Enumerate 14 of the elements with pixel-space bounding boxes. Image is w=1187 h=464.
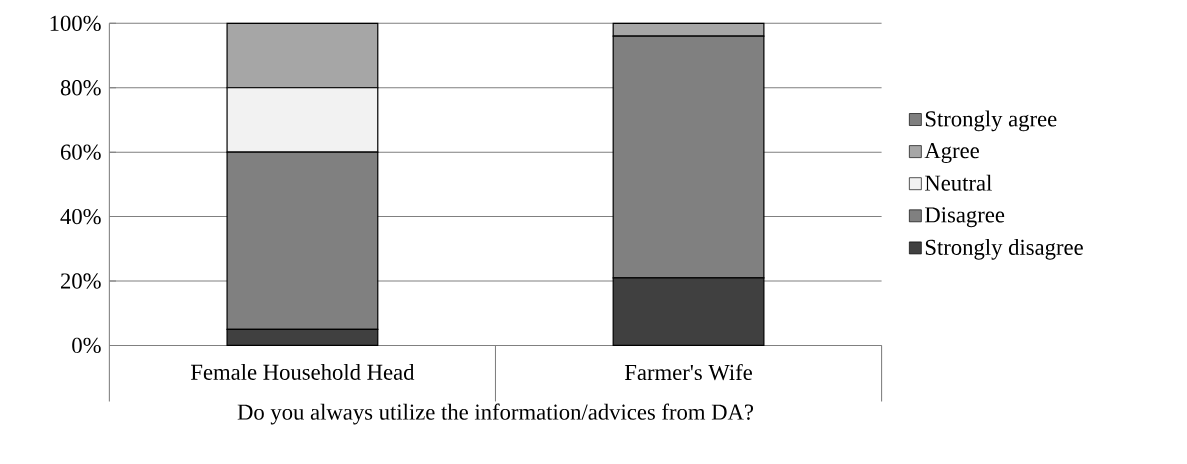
x-axis-title: Do you always utilize the information/advices from DA? <box>237 403 754 425</box>
legend-label: Agree <box>924 143 979 163</box>
legend-label: Neutral <box>925 174 992 191</box>
legend-label: Strongly agree <box>925 110 1057 132</box>
legend-label: Strongly disagree <box>925 238 1083 260</box>
x-tick-label: Female Household Head <box>191 363 415 380</box>
y-tick-label: 80% <box>60 80 101 96</box>
x-tick-label: Farmer's Wife <box>624 363 752 381</box>
y-tick-label: 20% <box>60 273 101 289</box>
legend-label: Disagree <box>925 207 1005 228</box>
y-tick-label: 60% <box>60 144 101 160</box>
y-tick-label: 40% <box>60 208 101 225</box>
y-tick-label: 0% <box>72 337 101 354</box>
y-tick-label: 100% <box>50 15 101 31</box>
